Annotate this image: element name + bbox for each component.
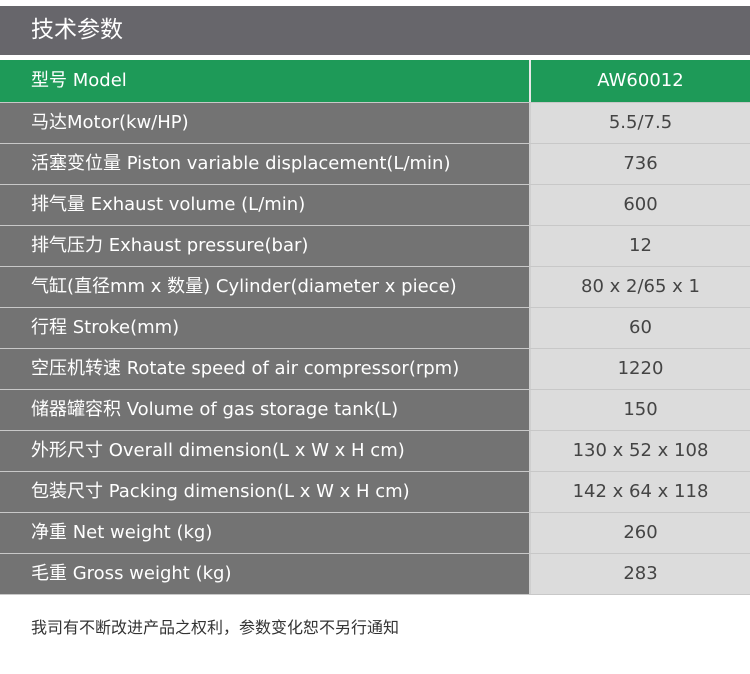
table-row: 排气压力 Exhaust pressure(bar) 12 [0,226,750,267]
table-row: 包装尺寸 Packing dimension(L x W x H cm) 142 … [0,472,750,513]
spec-value: 80 x 2/65 x 1 [531,267,750,307]
spec-label: 外形尺寸 Overall dimension(L x W x H cm) [0,431,531,471]
spec-label: 空压机转速 Rotate speed of air compressor(rpm… [0,349,531,389]
spec-value: 5.5/7.5 [531,103,750,143]
spec-value: 60 [531,308,750,348]
spec-value: 150 [531,390,750,430]
spec-label: 储器罐容积 Volume of gas storage tank(L) [0,390,531,430]
table-row: 行程 Stroke(mm) 60 [0,308,750,349]
spec-value: 283 [531,554,750,594]
spec-value: 142 x 64 x 118 [531,472,750,512]
table-header-row: 型号 Model AW60012 [0,60,750,103]
spec-value: 600 [531,185,750,225]
spec-label: 排气量 Exhaust volume (L/min) [0,185,531,225]
spec-value: 1220 [531,349,750,389]
spec-label: 马达Motor(kw/HP) [0,103,531,143]
table-row: 储器罐容积 Volume of gas storage tank(L) 150 [0,390,750,431]
spec-table: 型号 Model AW60012 马达Motor(kw/HP) 5.5/7.5 活塞… [0,60,750,595]
table-row: 外形尺寸 Overall dimension(L x W x H cm) 130 … [0,431,750,472]
spec-value: 130 x 52 x 108 [531,431,750,471]
section-title: 技术参数 [0,6,750,55]
spec-label: 净重 Net weight (kg) [0,513,531,553]
spec-label: 气缸(直径mm x 数量) Cylinder(diameter x piece) [0,267,531,307]
table-row: 气缸(直径mm x 数量) Cylinder(diameter x piece)… [0,267,750,308]
table-row: 净重 Net weight (kg) 260 [0,513,750,554]
header-value: AW60012 [531,60,750,102]
spec-value: 736 [531,144,750,184]
spec-label: 行程 Stroke(mm) [0,308,531,348]
disclaimer-note: 我司有不断改进产品之权利，参数变化恕不另行通知 [31,618,400,637]
table-row: 毛重 Gross weight (kg) 283 [0,554,750,595]
spec-value: 260 [531,513,750,553]
spec-label: 包装尺寸 Packing dimension(L x W x H cm) [0,472,531,512]
spec-label: 活塞变位量 Piston variable displacement(L/min… [0,144,531,184]
table-row: 马达Motor(kw/HP) 5.5/7.5 [0,103,750,144]
spec-label: 毛重 Gross weight (kg) [0,554,531,594]
table-row: 活塞变位量 Piston variable displacement(L/min… [0,144,750,185]
spec-value: 12 [531,226,750,266]
table-row: 空压机转速 Rotate speed of air compressor(rpm… [0,349,750,390]
header-label: 型号 Model [0,60,531,102]
spec-label: 排气压力 Exhaust pressure(bar) [0,226,531,266]
table-row: 排气量 Exhaust volume (L/min) 600 [0,185,750,226]
